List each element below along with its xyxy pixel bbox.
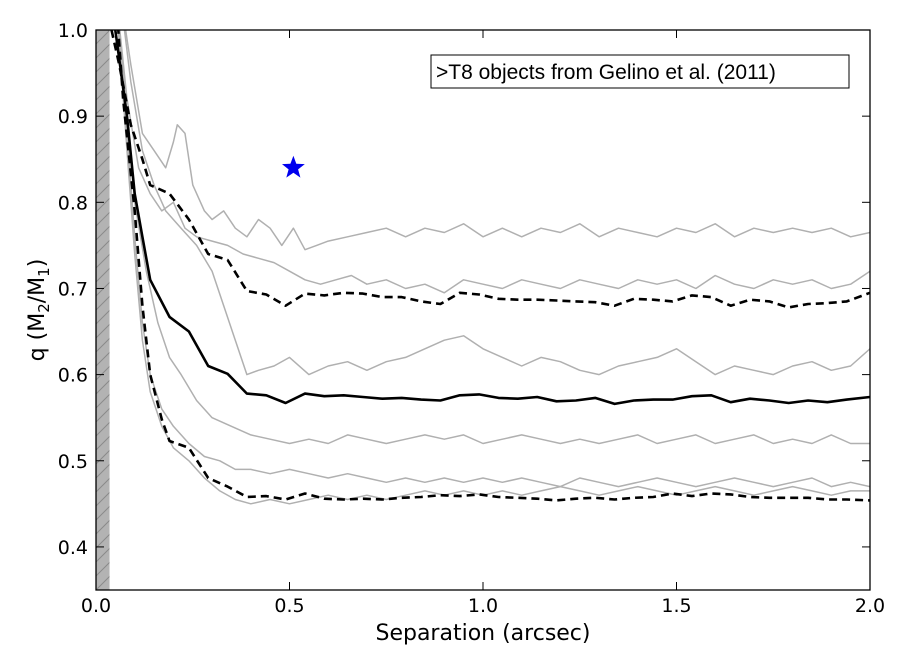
- series-line-upper-bound: [110, 30, 870, 309]
- x-axis-label: Separation (arcsec): [375, 621, 590, 646]
- series-line-object-1: [124, 30, 870, 251]
- plot-frame: [95, 29, 871, 591]
- y-tick-label: 0.6: [58, 365, 88, 387]
- y-tick-label: 0.5: [58, 451, 88, 473]
- y-tick-label: 1.0: [58, 20, 88, 42]
- y-axis-label-slash: /M: [25, 277, 50, 303]
- y-tick-label: 0.8: [58, 192, 88, 214]
- series-line-object-2: [119, 30, 870, 294]
- series-line-median: [113, 30, 870, 406]
- excluded-region: [96, 30, 110, 590]
- y-axis-label-main: q (M: [25, 313, 50, 362]
- series-line-object-5: [117, 30, 870, 488]
- legend-box: >T8 objects from Gelino et al. (2011): [430, 54, 850, 89]
- series-line-object-3: [123, 30, 870, 376]
- series-line-object-6: [117, 30, 870, 505]
- x-tick-label: 1.5: [661, 595, 691, 617]
- series-line-object-4: [118, 30, 870, 445]
- y-axis-label: q (M2/M1): [25, 259, 53, 362]
- y-tick-label: 0.4: [58, 537, 88, 559]
- x-tick-label: 0.0: [81, 595, 111, 617]
- x-tick-label: 2.0: [855, 595, 885, 617]
- x-tick-label: 0.5: [274, 595, 304, 617]
- y-tick-label: 0.9: [58, 106, 88, 128]
- y-axis-label-sub2: 1: [35, 267, 53, 277]
- star-marker: [282, 155, 305, 178]
- legend-annotation: >T8 objects from Gelino et al. (2011): [436, 61, 776, 84]
- y-axis-label-close: ): [25, 259, 50, 268]
- x-tick-label: 1.0: [468, 595, 498, 617]
- series-line-lower-bound: [116, 30, 870, 502]
- y-tick-label: 0.7: [58, 278, 88, 300]
- y-axis-label-sub1: 2: [35, 303, 53, 313]
